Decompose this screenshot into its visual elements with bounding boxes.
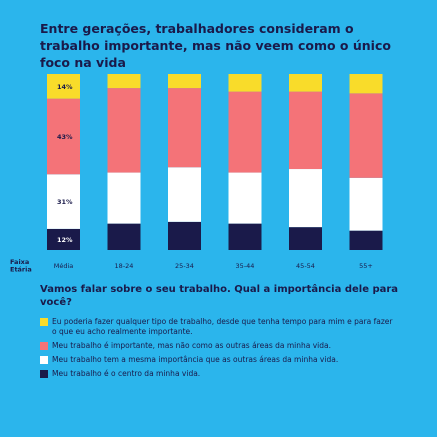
legend-item-label: Meu trabalho tem a mesma importância que… [52,355,339,364]
data-label: 12% [57,236,73,244]
bar-segment [349,74,383,94]
bar-segment [289,227,322,250]
axis-label: Faixa Etária [10,258,32,274]
legend-swatch [40,370,48,378]
bar-segment [228,74,262,92]
data-label: 43% [57,133,73,141]
bar-segment [349,93,383,178]
category-label: 35-44 [236,262,255,270]
bar-segment [289,91,322,170]
legend-item-label: Meu trabalho é o centro da minha vida. [52,369,201,378]
bar-segment [107,74,141,89]
legend-item: Meu trabalho é o centro da minha vida. [40,369,395,379]
chart-title: Entre gerações, trabalhadores consideram… [40,21,391,70]
category-label: 55+ [359,262,373,270]
bar-segment [228,91,262,173]
labels-group: 12% 31% 43% 14% Média 18-24 25-34 35-44 45-54 55+ [54,83,373,270]
category-label: 45-54 [296,262,315,270]
bar-segment [107,223,141,250]
legend-item: Meu trabalho tem a mesma importância que… [40,355,395,365]
bar-segment [47,174,80,229]
category-label: 25-34 [175,262,194,270]
legend-item-label: Meu trabalho é importante, mas não como … [52,341,331,350]
legend-swatch [40,318,48,326]
data-label: 14% [57,83,73,91]
legend-item: Meu trabalho é importante, mas não como … [40,341,395,351]
bar-segment [228,223,262,250]
bar-segment [289,169,322,228]
legend: Eu poderia fazer qualquer tipo de trabal… [40,317,395,383]
bars-group [47,74,383,250]
category-label: Média [54,262,74,270]
category-label: 18-24 [115,262,134,270]
legend-item-label: Eu poderia fazer qualquer tipo de trabal… [52,317,393,336]
bar-segment [168,74,201,89]
data-label: 31% [57,198,73,206]
bar-segment [349,177,383,231]
bar-segment [228,172,262,224]
legend-swatch [40,356,48,364]
bar-segment [47,228,80,250]
legend-item: Eu poderia fazer qualquer tipo de trabal… [40,317,395,337]
question-text: Vamos falar sobre o seu trabalho. Qual a… [40,284,399,308]
legend-swatch [40,342,48,350]
bar-segment [107,88,141,173]
bar-segment [47,98,80,175]
bar-segment [107,172,141,224]
bar-segment [168,167,201,222]
bar-segment [47,74,80,99]
bar-segment [349,230,383,250]
bar-segment [168,221,201,250]
bar-segment [168,88,201,168]
bar-segment [289,74,322,92]
